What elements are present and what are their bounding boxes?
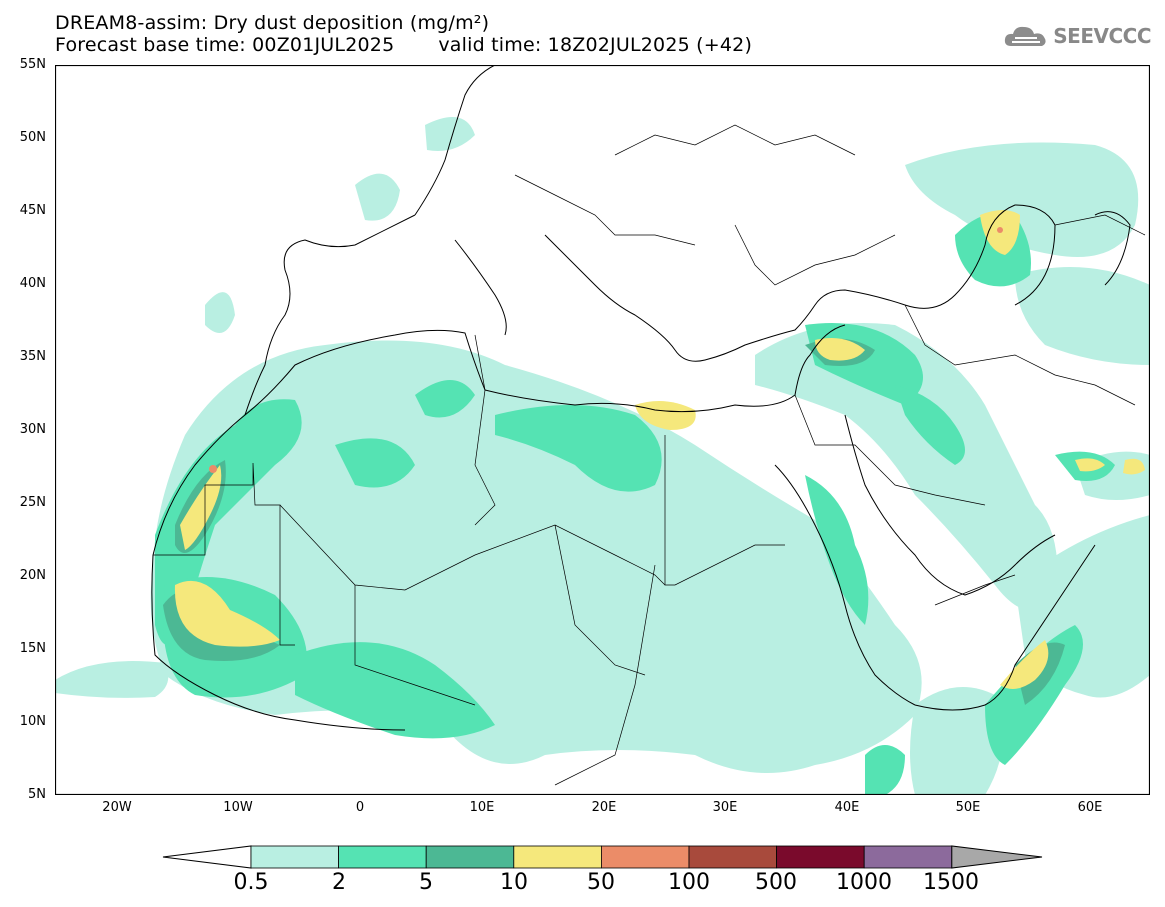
legend-arrow-low (162, 845, 252, 869)
x-tick-50e: 50E (955, 800, 981, 815)
legend-label-8: 1500 (923, 870, 979, 895)
seevccc-logo: SEEVCCC (1003, 22, 1151, 50)
map-title: DREAM8-assim: Dry dust deposition (mg/m²… (55, 12, 490, 34)
y-tick-15n: 15N (19, 641, 46, 656)
dust-field-extreme (209, 227, 1003, 473)
y-tick-35n: 35N (19, 349, 46, 364)
legend-label-7: 1000 (836, 870, 892, 895)
x-tick-20w: 20W (102, 800, 132, 815)
x-tick-10w: 10W (223, 800, 253, 815)
y-tick-50n: 50N (19, 130, 46, 145)
legend-label-3: 10 (500, 870, 528, 895)
y-tick-10n: 10N (19, 714, 46, 729)
legend-label-2: 5 (419, 870, 433, 895)
y-tick-40n: 40N (19, 276, 46, 291)
dust-field-very-high (174, 210, 1145, 689)
y-tick-5n: 5N (28, 787, 46, 802)
legend-label-1: 2 (332, 870, 346, 895)
legend-swatch-5 (688, 845, 777, 869)
legend-arrow-high (951, 845, 1043, 869)
x-tick-40e: 40E (834, 800, 860, 815)
y-tick-20n: 20N (19, 568, 46, 583)
coastlines (151, 65, 1131, 731)
x-tick-60e: 60E (1077, 800, 1103, 815)
valid-time: valid time: 18Z02JUL2025 (+42) (438, 34, 753, 56)
cloud-icon (1005, 26, 1046, 46)
legend-swatch-2 (425, 845, 515, 869)
y-tick-25n: 25N (19, 495, 46, 510)
x-tick-20e: 20E (591, 800, 617, 815)
legend-swatch-0 (250, 845, 339, 869)
time-info: Forecast base time: 00Z01JUL2025 valid ti… (55, 34, 752, 56)
dust-deposition-map (55, 65, 1150, 795)
legend-swatch-4 (600, 845, 690, 869)
y-tick-30n: 30N (19, 422, 46, 437)
x-tick-30e: 30E (712, 800, 738, 815)
legend-swatch-3 (513, 845, 602, 869)
legend-swatch-6 (776, 845, 865, 869)
y-tick-55n: 55N (19, 57, 46, 72)
y-tick-45n: 45N (19, 203, 46, 218)
legend-label-4: 50 (587, 870, 615, 895)
legend-label-5: 100 (668, 870, 710, 895)
x-tick-0: 0 (355, 800, 365, 815)
legend-label-6: 500 (755, 870, 797, 895)
color-legend (162, 845, 1043, 869)
forecast-base-time: Forecast base time: 00Z01JUL2025 (55, 34, 395, 56)
borders (153, 124, 1146, 786)
legend-swatch-7 (863, 845, 953, 869)
x-tick-10e: 10E (469, 800, 495, 815)
legend-swatch-1 (338, 845, 427, 869)
logo-text: SEEVCCC (1053, 24, 1151, 48)
legend-label-0: 0.5 (233, 870, 269, 895)
